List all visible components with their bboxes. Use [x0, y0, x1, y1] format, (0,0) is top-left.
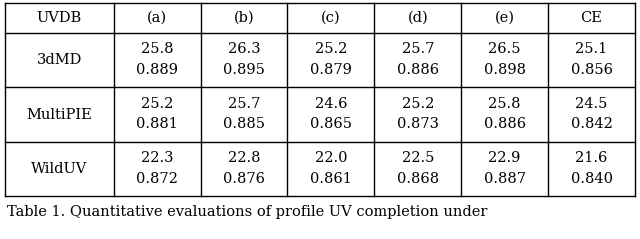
- Text: 25.2: 25.2: [141, 97, 173, 111]
- Text: 25.2: 25.2: [401, 97, 434, 111]
- Text: 0.885: 0.885: [223, 117, 265, 131]
- Text: 0.868: 0.868: [397, 172, 439, 186]
- Text: 25.8: 25.8: [488, 97, 521, 111]
- Text: 0.842: 0.842: [571, 117, 612, 131]
- Text: (b): (b): [234, 11, 254, 25]
- Text: 0.879: 0.879: [310, 63, 352, 77]
- Text: 25.1: 25.1: [575, 42, 607, 56]
- Text: 0.876: 0.876: [223, 172, 265, 186]
- Text: 25.7: 25.7: [228, 97, 260, 111]
- Text: 0.886: 0.886: [484, 117, 525, 131]
- Text: 24.6: 24.6: [315, 97, 347, 111]
- Text: (e): (e): [495, 11, 515, 25]
- Text: (d): (d): [408, 11, 428, 25]
- Text: MultiPIE: MultiPIE: [26, 108, 92, 121]
- Text: 0.887: 0.887: [484, 172, 525, 186]
- Text: 22.3: 22.3: [141, 151, 173, 165]
- Text: (c): (c): [321, 11, 340, 25]
- Text: 0.881: 0.881: [136, 117, 178, 131]
- Text: 0.865: 0.865: [310, 117, 352, 131]
- Text: 24.5: 24.5: [575, 97, 608, 111]
- Text: CE: CE: [580, 11, 602, 25]
- Text: Table 1. Quantitative evaluations of profile UV completion under: Table 1. Quantitative evaluations of pro…: [7, 205, 488, 219]
- Text: 22.8: 22.8: [228, 151, 260, 165]
- Text: (a): (a): [147, 11, 167, 25]
- Text: 21.6: 21.6: [575, 151, 608, 165]
- Text: UVDB: UVDB: [36, 11, 82, 25]
- Text: 25.7: 25.7: [401, 42, 434, 56]
- Text: 26.5: 26.5: [488, 42, 521, 56]
- Text: 0.872: 0.872: [136, 172, 178, 186]
- Text: 3dMD: 3dMD: [36, 53, 82, 67]
- Text: 22.0: 22.0: [315, 151, 347, 165]
- Text: 0.856: 0.856: [570, 63, 612, 77]
- Text: 26.3: 26.3: [228, 42, 260, 56]
- Text: 0.898: 0.898: [484, 63, 525, 77]
- Text: 0.873: 0.873: [397, 117, 439, 131]
- Text: 0.895: 0.895: [223, 63, 265, 77]
- Text: 0.840: 0.840: [570, 172, 612, 186]
- Text: 25.8: 25.8: [141, 42, 173, 56]
- Text: 22.5: 22.5: [401, 151, 434, 165]
- Text: 22.9: 22.9: [488, 151, 521, 165]
- Text: WildUV: WildUV: [31, 162, 88, 176]
- Text: 0.889: 0.889: [136, 63, 178, 77]
- Text: 25.2: 25.2: [315, 42, 347, 56]
- Text: 0.886: 0.886: [397, 63, 439, 77]
- Text: 0.861: 0.861: [310, 172, 352, 186]
